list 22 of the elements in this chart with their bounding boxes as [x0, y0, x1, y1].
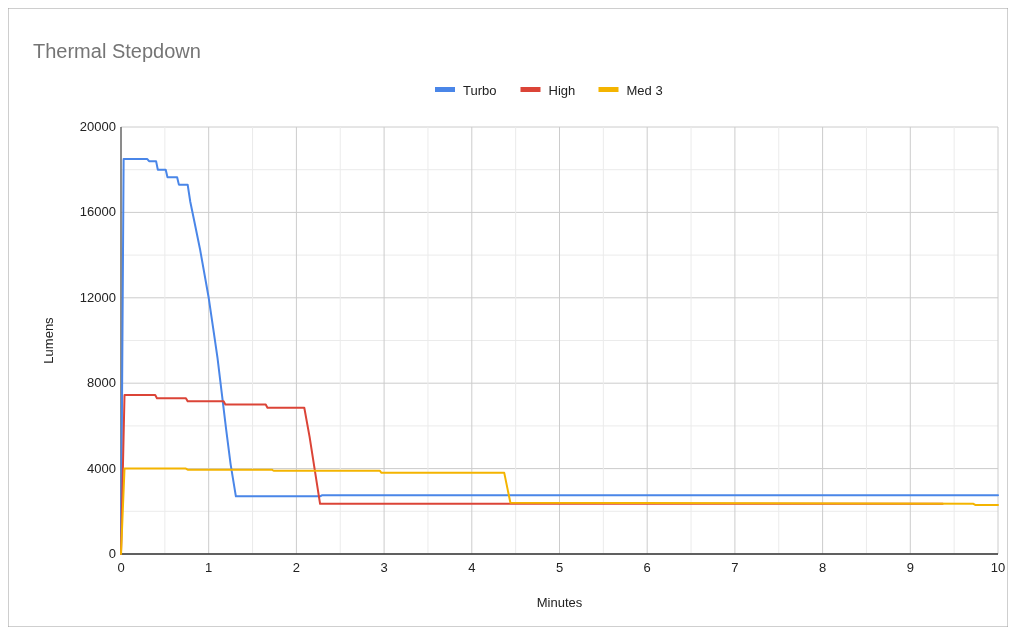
x-tick-label: 7: [731, 560, 739, 575]
y-tick-label: 16000: [79, 204, 116, 220]
x-tick-label: 3: [380, 560, 388, 575]
x-tick-label: 8: [818, 560, 827, 575]
y-tick-label: 12000: [79, 289, 116, 305]
y-axis-title: Lumens: [41, 316, 56, 364]
x-tick-label: 5: [555, 560, 564, 575]
chart-title: Thermal Stepdown: [33, 40, 201, 62]
x-tick-label: 6: [643, 560, 651, 575]
y-tick-label: 20000: [79, 119, 116, 134]
x-tick-label: 2: [292, 560, 301, 575]
x-tick-label: 1: [205, 560, 213, 575]
x-axis-title: Minutes: [536, 595, 583, 610]
legend-label: Med 3: [626, 83, 663, 98]
x-tick-label: 9: [906, 560, 914, 575]
x-tick-label: 10: [990, 560, 1006, 575]
legend-label: Turbo: [463, 83, 497, 98]
legend-label: High: [548, 83, 576, 98]
y-tick-label: 4000: [87, 460, 116, 476]
x-tick-label: 4: [468, 560, 476, 575]
y-tick-label: 8000: [87, 375, 116, 391]
y-tick-label: 0: [108, 546, 116, 561]
